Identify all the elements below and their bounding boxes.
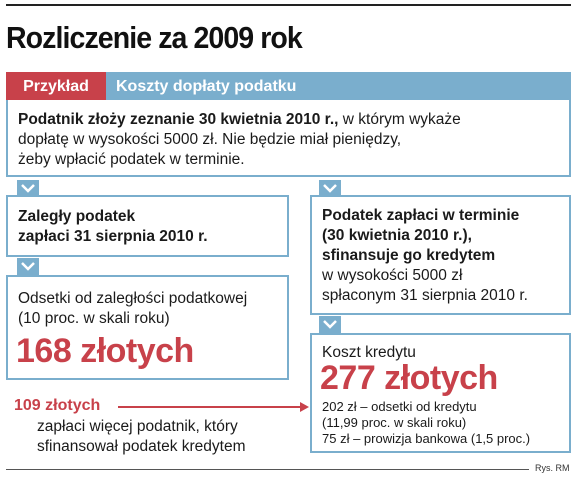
- right-step-2-box: Koszt kredytu 277 złotych 202 zł – odset…: [310, 333, 571, 453]
- intro-line-1: Podatnik złoży zeznanie 30 kwietnia 2010…: [18, 110, 461, 129]
- left-step-2-line-2: (10 proc. w skali roku): [18, 310, 170, 327]
- right-step-1-box: Podatek zapłaci w terminie (30 kwietnia …: [310, 195, 571, 315]
- right-step-1-line-1: Podatek zapłaci w terminie: [322, 207, 520, 224]
- comparison-amount: 109 złotych: [14, 397, 101, 414]
- left-step-1-box: Zaległy podatek zapłaci 31 sierpnia 2010…: [6, 195, 289, 257]
- header-bar: Przykład Koszty dopłaty podatku: [6, 72, 571, 102]
- intro-rest-text: w którym wykaże: [338, 111, 461, 128]
- intro-bold-text: Podatnik złoży zeznanie 30 kwietnia 2010…: [18, 111, 339, 128]
- right-step-1-line-3: sfinansuje go kredytem: [322, 247, 496, 264]
- left-step-1-line-1: Zaległy podatek: [18, 208, 136, 225]
- chevron-down-icon: [17, 180, 39, 198]
- right-step-2-line-2: (11,99 proc. w skali roku): [322, 415, 467, 430]
- right-step-1-line-4: w wysokości 5000 zł: [322, 267, 463, 284]
- right-step-2-line-1: 202 zł – odsetki od kredytu: [322, 399, 477, 414]
- comparison-line-2: sfinansował podatek kredytem: [37, 438, 246, 455]
- comparison-line-1: zapłaci więcej podatnik, który: [37, 418, 238, 435]
- right-step-2-line-3: 75 zł – prowizja bankowa (1,5 proc.): [322, 431, 531, 446]
- credit-text: Rys. RM: [535, 463, 570, 473]
- left-step-2-box: Odsetki od zaległości podatkowej (10 pro…: [6, 275, 289, 380]
- chevron-down-icon: [17, 258, 39, 276]
- intro-line-2: dopłatę w wysokości 5000 zł. Nie będzie …: [18, 131, 402, 148]
- right-step-1-line-5: spłaconym 31 sierpnia 2010 r.: [322, 287, 528, 304]
- left-step-1-line-2: zapłaci 31 sierpnia 2010 r.: [18, 228, 208, 245]
- intro-line-3: żeby wpłacić podatek w terminie.: [18, 151, 245, 168]
- right-credit-cost-label: Koszt kredytu: [322, 344, 416, 361]
- intro-box: Podatnik złoży zeznanie 30 kwietnia 2010…: [6, 100, 571, 177]
- top-rule: [6, 4, 571, 6]
- footer-rule: [6, 469, 529, 470]
- left-step-2-line-1: Odsetki od zaległości podatkowej: [18, 290, 248, 307]
- chevron-down-icon: [319, 180, 341, 198]
- right-step-1-line-2: (30 kwietnia 2010 r.),: [322, 227, 472, 244]
- page-title: Rozliczenie za 2009 rok: [6, 20, 303, 55]
- arrow-right-icon: [118, 402, 309, 412]
- right-amount: 277 złotych: [320, 359, 498, 397]
- chevron-down-icon: [319, 316, 341, 334]
- example-tag: Przykład: [6, 72, 106, 102]
- header-text: Koszty dopłaty podatku: [116, 78, 297, 95]
- left-amount: 168 złotych: [16, 332, 194, 370]
